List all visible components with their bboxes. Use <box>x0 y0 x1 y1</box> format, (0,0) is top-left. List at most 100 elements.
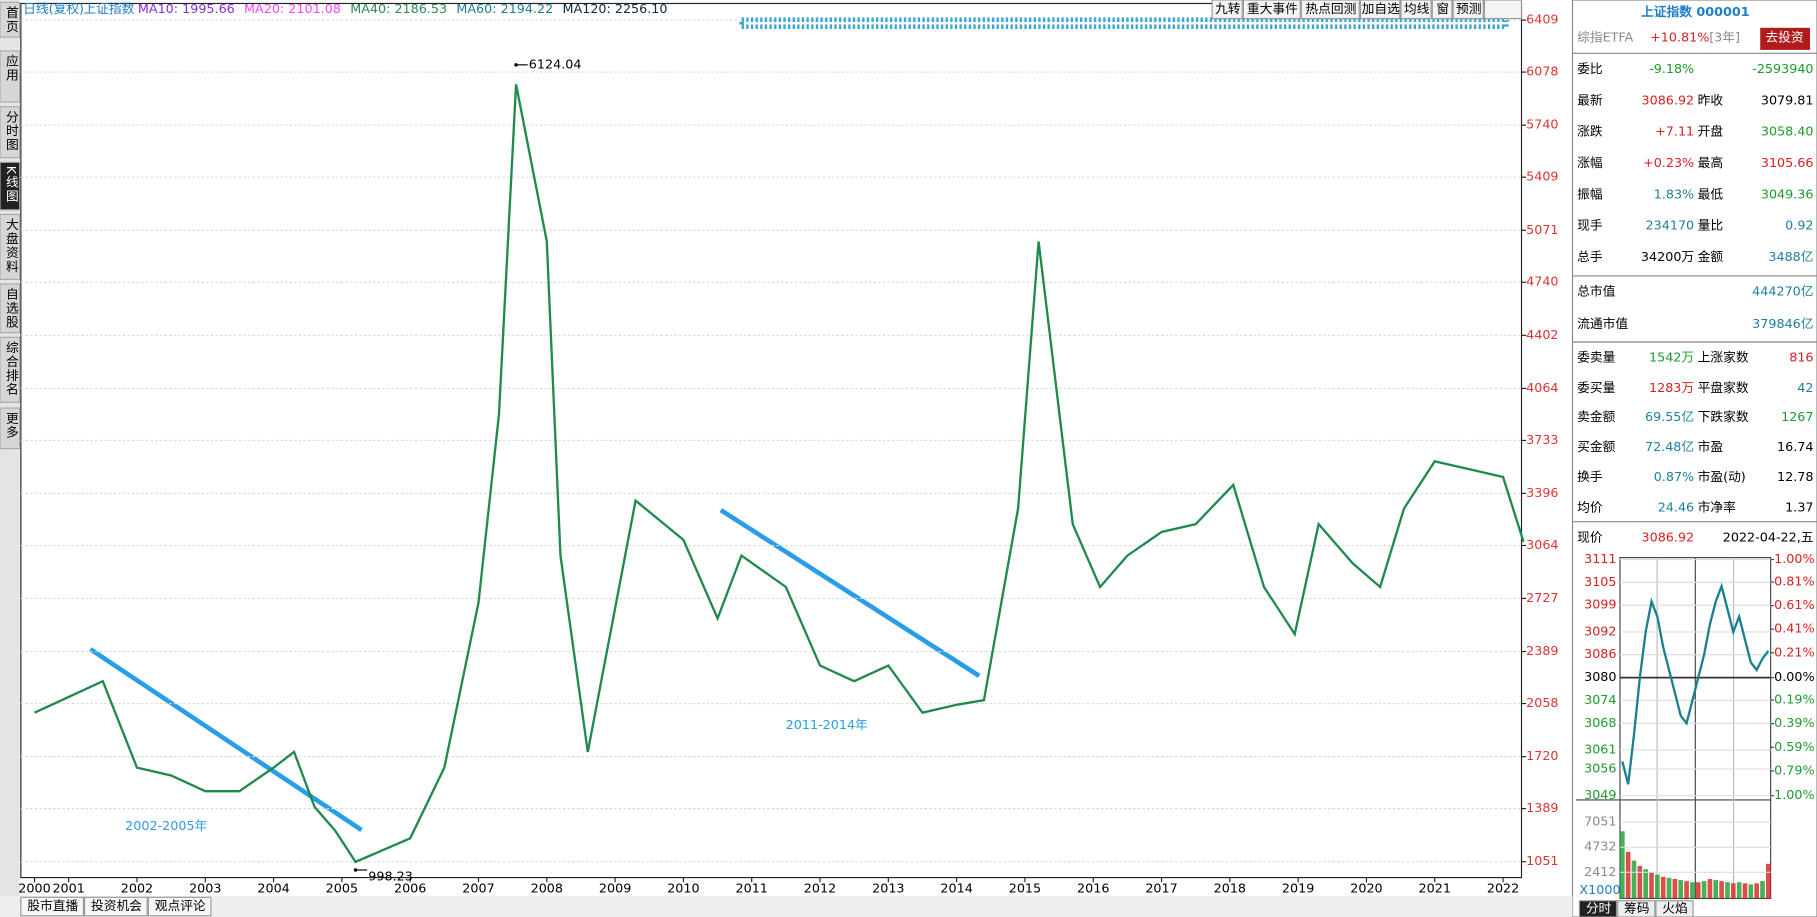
intraday-tick-label: 3056 <box>1584 762 1616 777</box>
volume-bar <box>1620 831 1625 899</box>
quote-cell: 72.48亿 <box>1645 440 1694 455</box>
quote-cell: 换手 <box>1577 470 1603 485</box>
quote-cell: 平盘家数 <box>1698 380 1749 396</box>
toolbar-button[interactable] <box>1431 0 1453 20</box>
bottom-tab[interactable] <box>20 896 85 917</box>
volume-bar <box>1760 881 1765 899</box>
toolbar-button[interactable] <box>1452 0 1484 20</box>
quote-cell: 2022-04-22,五 <box>1723 530 1814 545</box>
pct-tick-label: 0.00% <box>1774 670 1814 685</box>
quote-cell: 涨跌 <box>1577 124 1603 140</box>
quote-cell: 最新 <box>1577 92 1603 108</box>
quote-cell: 最高 <box>1698 155 1723 171</box>
etf-change: +10.81% <box>1650 31 1709 46</box>
bottom-tab-label: 股市直播 <box>27 898 78 914</box>
bottom-tab[interactable] <box>84 896 148 917</box>
x-tick-label: 2008 <box>531 882 563 897</box>
quote-cell: 下跌家数 <box>1698 409 1749 425</box>
x-tick-label: 2010 <box>667 882 699 897</box>
pct-tick-label: 1.00% <box>1774 552 1814 567</box>
sidebar-label: 分时图 <box>3 110 18 152</box>
quote-cell: 3058.40 <box>1761 125 1814 140</box>
trend-line <box>89 647 363 832</box>
quote-cell: 1542万 <box>1649 351 1694 366</box>
sidebar-label: 更多 <box>3 412 18 440</box>
volume-bar <box>1637 865 1643 899</box>
quote-cell: 卖金额 <box>1577 409 1615 425</box>
toolbar-button[interactable] <box>1242 0 1301 20</box>
toolbar-button[interactable] <box>1400 0 1432 20</box>
toolbar-button[interactable] <box>1359 0 1401 20</box>
intraday-tick-label: 3099 <box>1584 598 1616 613</box>
sidebar-tab[interactable] <box>0 336 21 403</box>
toolbar-label: 重大事件 <box>1247 1 1298 17</box>
quote-cell: 现手 <box>1577 219 1603 234</box>
quote-cell: 3086.92 <box>1642 530 1695 545</box>
panel-tab[interactable] <box>1617 900 1656 917</box>
y-tick-label: 5409 <box>1526 170 1558 185</box>
volume-bar <box>1730 883 1736 899</box>
volume-bar <box>1713 880 1719 899</box>
quote-cell: +7.11 <box>1655 125 1694 140</box>
quote-cell: 3086.92 <box>1642 93 1695 108</box>
invest-button[interactable] <box>1760 27 1811 50</box>
ma-label: MA60: 2194.22 <box>456 2 553 17</box>
toolbar-icons[interactable] <box>1483 0 1523 20</box>
volume-bar <box>1725 882 1730 899</box>
quote-cell: -9.18% <box>1649 62 1694 77</box>
intraday-tick-label: 3068 <box>1584 716 1616 731</box>
sidebar-tab[interactable] <box>0 50 21 103</box>
volume-bar <box>1666 877 1672 899</box>
y-tick-label: 3396 <box>1526 486 1558 501</box>
toolbar-label: 窗 <box>1436 2 1449 17</box>
toolbar-button[interactable] <box>1211 0 1243 20</box>
x-tick-label: 2012 <box>804 882 836 897</box>
pct-tick-label: 0.61% <box>1774 598 1814 613</box>
y-tick-label: 4064 <box>1526 381 1558 396</box>
y-tick-label: 1051 <box>1526 854 1558 869</box>
quote-cell: 开盘 <box>1698 124 1724 140</box>
y-tick-label: 5071 <box>1526 223 1558 238</box>
quote-title: 上证指数 000001 <box>1641 4 1750 20</box>
quote-cell: 总手 <box>1577 250 1603 265</box>
sidebar-tab[interactable] <box>0 407 21 450</box>
volume-bar <box>1678 880 1684 899</box>
y-tick-label: 3733 <box>1526 433 1558 448</box>
sidebar-tab[interactable] <box>0 283 21 334</box>
quote-cell: 均价 <box>1577 500 1603 515</box>
price-line <box>1621 582 1770 785</box>
volume-bar <box>1625 851 1631 899</box>
volume-bar <box>1643 869 1649 899</box>
quote-cell: 量比 <box>1698 219 1723 234</box>
pct-tick-label: 0.79% <box>1774 763 1814 778</box>
bottom-tab[interactable] <box>147 896 212 917</box>
volume-bar <box>1754 883 1759 899</box>
pct-tick-label: 0.19% <box>1774 693 1814 708</box>
panel-tab[interactable] <box>1578 900 1618 917</box>
quote-cell: 1.37 <box>1785 500 1813 515</box>
invest-label: 去投资 <box>1765 30 1803 46</box>
intraday-tick-label: 3111 <box>1584 552 1616 567</box>
y-tick-label: 1389 <box>1526 801 1558 816</box>
sidebar-label: 首页 <box>3 6 18 34</box>
intraday-tick-label: 3074 <box>1584 693 1616 708</box>
quote-cell: +0.23% <box>1643 156 1694 171</box>
sidebar-tab[interactable] <box>0 1 21 38</box>
volume-bar <box>1742 883 1748 899</box>
extreme-label: 998.23 <box>368 869 413 884</box>
trend-line <box>719 508 981 678</box>
y-tick-label: 2727 <box>1526 591 1558 606</box>
sidebar-tab[interactable] <box>0 161 21 211</box>
y-tick-label: 6409 <box>1526 13 1558 28</box>
sidebar-tab[interactable] <box>0 213 21 280</box>
toolbar-button[interactable] <box>1300 0 1360 20</box>
x-tick-label: 2002 <box>121 882 153 897</box>
quote-cell: 69.55亿 <box>1645 410 1694 425</box>
x-tick-label: 2000 <box>18 882 50 897</box>
volume-bar <box>1672 878 1678 899</box>
chart-mode: 日线(复权) <box>23 1 84 17</box>
sidebar-tab[interactable] <box>0 106 21 159</box>
bottom-tab-label: 观点评论 <box>155 899 206 914</box>
panel-tab[interactable] <box>1655 900 1694 917</box>
